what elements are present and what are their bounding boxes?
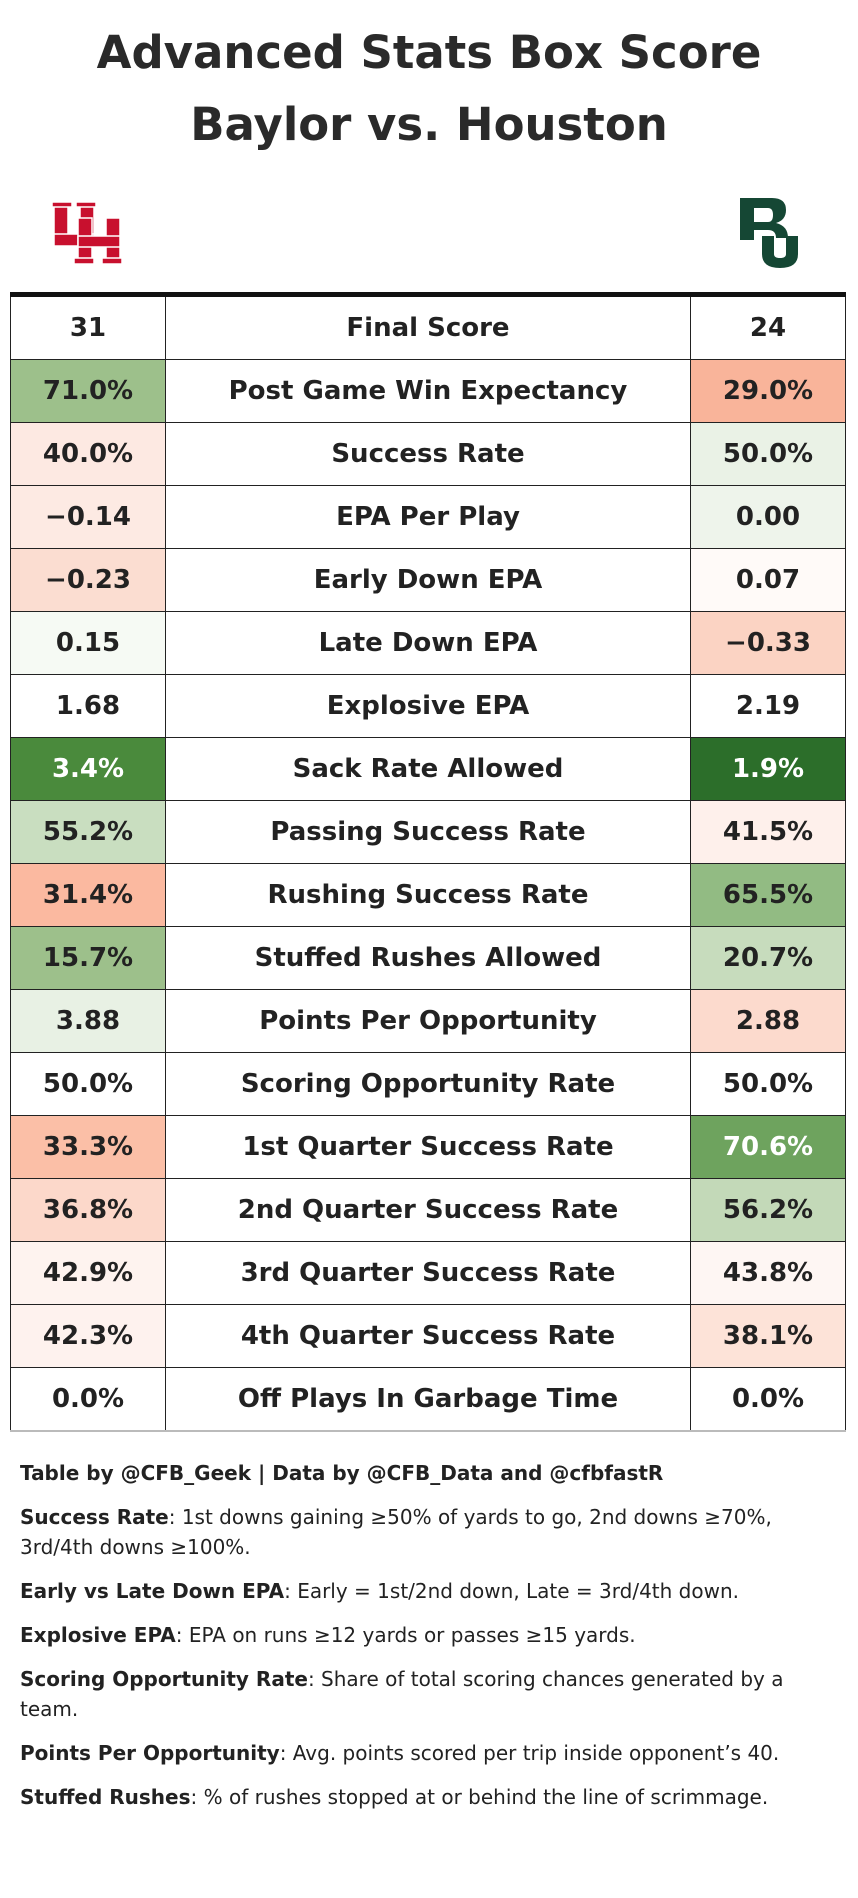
row-label: Sack Rate Allowed <box>165 737 691 801</box>
row-label: Scoring Opportunity Rate <box>165 1052 691 1116</box>
baylor-value: 0.07 <box>690 548 846 612</box>
note: Scoring Opportunity Rate: Share of total… <box>20 1664 840 1724</box>
stat-row: 40.0% Success Rate 50.0% <box>10 422 846 486</box>
stat-row: 50.0% Scoring Opportunity Rate 50.0% <box>10 1052 846 1116</box>
stat-row: 36.8% 2nd Quarter Success Rate 56.2% <box>10 1178 846 1242</box>
note: Points Per Opportunity: Avg. points scor… <box>20 1738 840 1768</box>
title: Advanced Stats Box Score <box>96 26 762 79</box>
note-text: : Share of total scoring chances generat… <box>20 1667 784 1721</box>
stat-row: 0.15 Late Down EPA −0.33 <box>10 611 846 675</box>
note-term: Success Rate <box>20 1505 169 1529</box>
stat-row: 1.68 Explosive EPA 2.19 <box>10 674 846 738</box>
stat-row: 31.4% Rushing Success Rate 65.5% <box>10 863 846 927</box>
baylor-value: 56.2% <box>690 1178 846 1242</box>
houston-value: 36.8% <box>10 1178 166 1242</box>
stat-row: 71.0% Post Game Win Expectancy 29.0% <box>10 359 846 423</box>
baylor-value: 1.9% <box>690 737 846 801</box>
row-label: Success Rate <box>165 422 691 486</box>
row-label: Points Per Opportunity <box>165 989 691 1053</box>
stat-row: 3.4% Sack Rate Allowed 1.9% <box>10 737 846 801</box>
row-label: 2nd Quarter Success Rate <box>165 1178 691 1242</box>
houston-value: 0.15 <box>10 611 166 675</box>
note: Explosive EPA: EPA on runs ≥12 yards or … <box>20 1620 840 1650</box>
stat-row: 42.9% 3rd Quarter Success Rate 43.8% <box>10 1241 846 1305</box>
houston-value: 31.4% <box>10 863 166 927</box>
baylor-logo <box>740 198 798 268</box>
houston-score: 31 <box>10 294 166 360</box>
houston-value: 33.3% <box>10 1115 166 1179</box>
baylor-value: 0.00 <box>690 485 846 549</box>
baylor-value: −0.33 <box>690 611 846 675</box>
houston-value: 50.0% <box>10 1052 166 1116</box>
note-text: : Early = 1st/2nd down, Late = 3rd/4th d… <box>284 1579 739 1603</box>
header-row: 31 Final Score 24 <box>10 294 846 360</box>
houston-logo <box>52 201 122 265</box>
baylor-value: 50.0% <box>690 422 846 486</box>
row-label: Explosive EPA <box>165 674 691 738</box>
houston-value: 55.2% <box>10 800 166 864</box>
note: Stuffed Rushes: % of rushes stopped at o… <box>20 1782 840 1812</box>
baylor-value: 41.5% <box>690 800 846 864</box>
houston-value: 3.4% <box>10 737 166 801</box>
stat-row: 0.0% Off Plays In Garbage Time 0.0% <box>10 1367 846 1432</box>
stat-row: 42.3% 4th Quarter Success Rate 38.1% <box>10 1304 846 1368</box>
houston-value: 1.68 <box>10 674 166 738</box>
row-label: Late Down EPA <box>165 611 691 675</box>
stat-row: −0.14 EPA Per Play 0.00 <box>10 485 846 549</box>
baylor-value: 65.5% <box>690 863 846 927</box>
houston-value: 3.88 <box>10 989 166 1053</box>
note-term: Points Per Opportunity <box>20 1741 280 1765</box>
baylor-value: 29.0% <box>690 359 846 423</box>
stat-row: 55.2% Passing Success Rate 41.5% <box>10 800 846 864</box>
row-label: Final Score <box>165 294 691 360</box>
houston-value: 42.3% <box>10 1304 166 1368</box>
note-text: : 1st downs gaining ≥50% of yards to go,… <box>20 1505 772 1559</box>
stats-table: 31 Final Score 24 71.0% Post Game Win Expect… <box>10 292 846 1432</box>
row-label: Off Plays In Garbage Time <box>165 1367 691 1432</box>
row-label: Passing Success Rate <box>165 800 691 864</box>
row-label: Early Down EPA <box>165 548 691 612</box>
note-term: Early vs Late Down EPA <box>20 1579 285 1603</box>
note-text: : % of rushes stopped at or behind the l… <box>190 1785 769 1809</box>
houston-value: 42.9% <box>10 1241 166 1305</box>
row-label: EPA Per Play <box>165 485 691 549</box>
baylor-value: 43.8% <box>690 1241 846 1305</box>
baylor-score: 24 <box>690 294 846 360</box>
row-label: Rushing Success Rate <box>165 863 691 927</box>
houston-value: −0.14 <box>10 485 166 549</box>
baylor-value: 50.0% <box>690 1052 846 1116</box>
houston-value: 0.0% <box>10 1367 166 1432</box>
note: Success Rate: 1st downs gaining ≥50% of … <box>20 1502 840 1562</box>
credit: Table by @CFB_Geek | Data by @CFB_Data a… <box>20 1458 840 1488</box>
baylor-value: 0.0% <box>690 1367 846 1432</box>
note-text: : EPA on runs ≥12 yards or passes ≥15 ya… <box>175 1623 636 1647</box>
note-term: Explosive EPA <box>20 1623 176 1647</box>
baylor-value: 70.6% <box>690 1115 846 1179</box>
stat-row: 15.7% Stuffed Rushes Allowed 20.7% <box>10 926 846 990</box>
houston-value: 71.0% <box>10 359 166 423</box>
note: Early vs Late Down EPA: Early = 1st/2nd … <box>20 1576 840 1606</box>
row-label: 1st Quarter Success Rate <box>165 1115 691 1179</box>
houston-value: −0.23 <box>10 548 166 612</box>
subtitle: Baylor vs. Houston <box>190 98 668 151</box>
row-label: 3rd Quarter Success Rate <box>165 1241 691 1305</box>
row-label: 4th Quarter Success Rate <box>165 1304 691 1368</box>
baylor-value: 38.1% <box>690 1304 846 1368</box>
footnotes: Table by @CFB_Geek | Data by @CFB_Data a… <box>20 1458 840 1826</box>
baylor-value: 2.88 <box>690 989 846 1053</box>
houston-value: 40.0% <box>10 422 166 486</box>
row-label: Stuffed Rushes Allowed <box>165 926 691 990</box>
credit-text: Table by @CFB_Geek | Data by @CFB_Data a… <box>20 1461 664 1485</box>
houston-value: 15.7% <box>10 926 166 990</box>
row-label: Post Game Win Expectancy <box>165 359 691 423</box>
baylor-value: 2.19 <box>690 674 846 738</box>
stat-row: −0.23 Early Down EPA 0.07 <box>10 548 846 612</box>
baylor-value: 20.7% <box>690 926 846 990</box>
stat-row: 33.3% 1st Quarter Success Rate 70.6% <box>10 1115 846 1179</box>
note-term: Scoring Opportunity Rate <box>20 1667 308 1691</box>
note-text: : Avg. points scored per trip inside opp… <box>279 1741 780 1765</box>
note-term: Stuffed Rushes <box>20 1785 191 1809</box>
stat-row: 3.88 Points Per Opportunity 2.88 <box>10 989 846 1053</box>
